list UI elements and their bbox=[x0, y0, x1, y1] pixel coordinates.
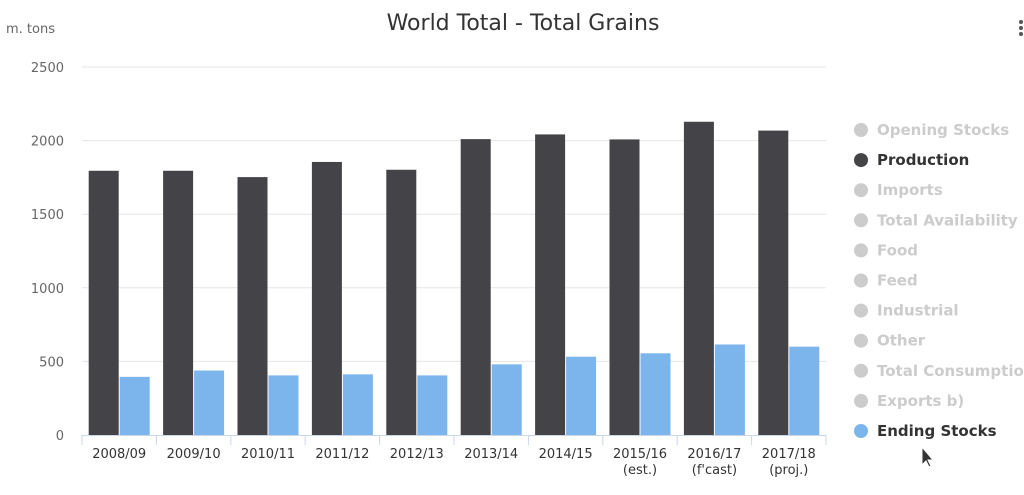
bar-ending-stocks[interactable] bbox=[714, 344, 745, 435]
legend-item-food[interactable]: Food bbox=[854, 241, 918, 259]
legend-label: Ending Stocks bbox=[877, 422, 997, 440]
legend-item-industrial[interactable]: Industrial bbox=[854, 302, 959, 320]
legend-item-production[interactable]: Production bbox=[854, 151, 969, 169]
legend-item-imports[interactable]: Imports bbox=[854, 181, 943, 199]
y-axis-ticks: 0 500 1000 1500 2000 2500 bbox=[31, 61, 64, 444]
legend-item-opening-stocks[interactable]: Opening Stocks bbox=[854, 121, 1009, 139]
x-tick-label: 2017/18 bbox=[762, 447, 816, 462]
mouse-cursor-icon bbox=[921, 445, 935, 468]
x-tick-label: 2014/15 bbox=[539, 447, 593, 462]
x-tick-label: 2013/14 bbox=[464, 447, 518, 462]
bar-ending-stocks[interactable] bbox=[119, 376, 150, 435]
bar-production[interactable] bbox=[758, 130, 789, 435]
bar-production[interactable] bbox=[386, 169, 417, 435]
legend-item-exports-b[interactable]: Exports b) bbox=[854, 392, 964, 410]
legend-marker-icon bbox=[854, 393, 868, 408]
bar-ending-stocks[interactable] bbox=[491, 364, 522, 435]
x-tick-label: 2009/10 bbox=[167, 447, 221, 462]
legend-label: Opening Stocks bbox=[877, 121, 1009, 139]
x-axis: 2008/09 2009/10 2010/11 2011/12 2012/13 2013/… bbox=[81, 435, 827, 478]
grid-lines bbox=[82, 66, 826, 362]
legend-item-ending-stocks[interactable]: Ending Stocks bbox=[854, 422, 997, 440]
legend-item-other[interactable]: Other bbox=[854, 332, 926, 350]
x-tick-label: 2011/12 bbox=[315, 447, 369, 462]
y-tick-label: 2500 bbox=[31, 61, 64, 76]
legend-marker-icon bbox=[854, 273, 868, 288]
y-tick-label: 1000 bbox=[31, 282, 64, 297]
x-tick-label: 2016/17 bbox=[687, 447, 741, 462]
x-tick-label: (f'cast) bbox=[692, 463, 737, 478]
x-tick-label: (est.) bbox=[623, 463, 657, 478]
legend-label: Exports b) bbox=[877, 392, 964, 410]
bar-ending-stocks[interactable] bbox=[342, 374, 373, 435]
chart-menu-button[interactable] bbox=[1019, 20, 1023, 36]
legend-label: Other bbox=[877, 332, 926, 350]
legend-marker-icon bbox=[854, 333, 868, 348]
y-tick-label: 1500 bbox=[31, 208, 64, 223]
legend-item-total-availability[interactable]: Total Availability bbox=[854, 211, 1018, 229]
x-tick-label: 2010/11 bbox=[241, 447, 295, 462]
bar-ending-stocks[interactable] bbox=[789, 346, 820, 435]
legend: Opening Stocks Production Imports Total Ava… bbox=[854, 121, 1024, 440]
x-tick-label: 2015/16 bbox=[613, 447, 667, 462]
legend-label: Production bbox=[877, 151, 969, 169]
bar-production[interactable] bbox=[88, 170, 119, 435]
y-axis-unit-label: m. tons bbox=[6, 22, 55, 37]
legend-marker-icon bbox=[854, 213, 868, 228]
bar-ending-stocks[interactable] bbox=[566, 356, 597, 435]
bar-production[interactable] bbox=[609, 139, 640, 435]
bar-production[interactable] bbox=[460, 139, 491, 436]
legend-label: Feed bbox=[877, 272, 918, 290]
legend-marker-icon bbox=[854, 243, 868, 258]
legend-label: Total Availability bbox=[877, 211, 1018, 229]
x-tick-label: 2008/09 bbox=[92, 447, 146, 462]
legend-marker-icon bbox=[854, 153, 868, 168]
y-tick-label: 0 bbox=[56, 429, 64, 444]
x-tick-label: (proj.) bbox=[769, 463, 808, 478]
chart-title: World Total - Total Grains bbox=[387, 11, 660, 36]
y-tick-label: 2000 bbox=[31, 135, 64, 150]
legend-marker-icon bbox=[854, 303, 868, 318]
bar-ending-stocks[interactable] bbox=[417, 375, 448, 435]
bar-production[interactable] bbox=[163, 170, 194, 435]
bar-ending-stocks[interactable] bbox=[268, 375, 299, 435]
legend-label: Total Consumption bbox=[877, 362, 1024, 380]
plot-area bbox=[88, 121, 820, 436]
legend-item-feed[interactable]: Feed bbox=[854, 272, 918, 290]
bar-production[interactable] bbox=[311, 161, 342, 435]
legend-marker-icon bbox=[854, 123, 868, 137]
legend-label: Industrial bbox=[877, 302, 959, 320]
bar-ending-stocks[interactable] bbox=[640, 353, 671, 435]
bar-production[interactable] bbox=[237, 177, 268, 436]
bar-production[interactable] bbox=[535, 134, 566, 435]
legend-marker-icon bbox=[854, 424, 868, 438]
y-tick-label: 500 bbox=[39, 355, 64, 370]
x-tick-label: 2012/13 bbox=[390, 447, 444, 462]
legend-label: Food bbox=[877, 241, 918, 259]
legend-marker-icon bbox=[854, 363, 868, 378]
bar-ending-stocks[interactable] bbox=[194, 370, 225, 435]
legend-item-total-consumption[interactable]: Total Consumption bbox=[854, 362, 1024, 380]
legend-marker-icon bbox=[854, 183, 868, 198]
legend-label: Imports bbox=[877, 181, 943, 199]
bar-production[interactable] bbox=[683, 121, 714, 436]
